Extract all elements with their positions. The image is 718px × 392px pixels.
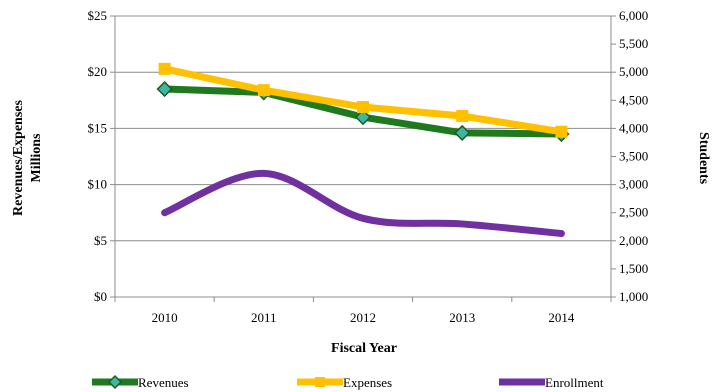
plot-area <box>114 16 612 298</box>
left-tick-label: $25 <box>88 8 108 23</box>
right-tick-label: 1,000 <box>619 289 648 304</box>
left-tick-label: $10 <box>88 177 108 192</box>
x-tick-label: 2010 <box>152 310 178 325</box>
revenues-point <box>454 124 471 141</box>
legend-marker <box>315 377 325 387</box>
x-tick-label: 2012 <box>350 310 376 325</box>
right-tick-label: 5,000 <box>619 64 648 79</box>
expenses-point <box>555 125 568 138</box>
expenses-point <box>357 101 369 114</box>
legend-label: Revenues <box>138 375 189 390</box>
expenses-point <box>456 110 469 123</box>
enrollment-line <box>161 169 565 237</box>
expenses-point <box>257 84 270 97</box>
x-axis-title: Fiscal Year <box>331 341 397 356</box>
expenses-point <box>158 62 171 75</box>
series-layer <box>156 62 570 237</box>
right-tick-label: 4,000 <box>619 120 648 135</box>
legend-item-enrollment: Enrollment <box>499 375 604 390</box>
right-tick-label: 5,500 <box>619 36 648 51</box>
y2-axis-title: Students <box>696 132 711 185</box>
series-expenses <box>158 62 568 138</box>
left-tick-label: $15 <box>88 120 108 135</box>
gridlines <box>115 15 611 298</box>
legend-item-expenses: Expenses <box>297 375 392 390</box>
right-tick-label: 2,500 <box>619 205 648 220</box>
left-axis-ticks: $0 $5 $10 $15 $20 $25 <box>88 8 115 304</box>
series-enrollment <box>161 169 565 237</box>
right-tick-label: 2,000 <box>619 233 648 248</box>
legend-marker <box>107 374 123 390</box>
right-tick-label: 4,500 <box>619 92 648 107</box>
legend-item-revenues: Revenues <box>92 374 189 390</box>
legend-label: Expenses <box>343 375 392 390</box>
left-tick-label: $20 <box>88 64 108 79</box>
right-tick-label: 6,000 <box>619 8 648 23</box>
revenues-point <box>354 109 372 126</box>
right-axis-ticks: 1,000 1,500 2,000 2,500 3,000 3,500 4,000 4,500… <box>611 8 648 304</box>
right-tick-label: 3,500 <box>619 149 648 164</box>
right-tick-label: 3,000 <box>619 177 648 192</box>
left-tick-label: $5 <box>94 233 107 248</box>
y-axis-title-line2: Millions <box>29 133 44 183</box>
legend: Revenues Expenses Enrollment <box>92 374 604 390</box>
right-tick-label: 1,500 <box>619 261 648 276</box>
left-tick-label: $0 <box>94 289 107 304</box>
legend-label: Enrollment <box>545 375 604 390</box>
x-axis-ticks: 2010 2011 2012 2013 2014 <box>114 297 612 325</box>
x-tick-label: 2011 <box>251 310 277 325</box>
x-tick-label: 2013 <box>449 310 475 325</box>
revenues-point <box>156 80 173 98</box>
y-axis-title-line1: Revenues/Expenses <box>11 100 26 216</box>
x-tick-label: 2014 <box>548 310 575 325</box>
